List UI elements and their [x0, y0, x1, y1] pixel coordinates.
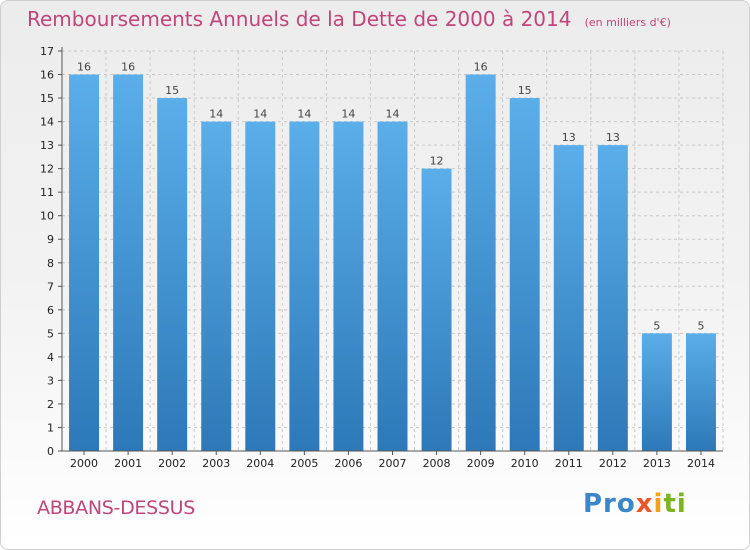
bar [113, 74, 144, 451]
y-tick-label: 2 [47, 398, 54, 411]
bar [289, 121, 320, 452]
bar-value-label: 14 [386, 108, 400, 121]
x-tick-label: 2009 [467, 457, 495, 470]
x-tick-label: 2007 [379, 457, 407, 470]
y-tick-label: 16 [40, 69, 54, 82]
bar-value-label: 14 [341, 108, 355, 121]
x-tick-label: 2006 [334, 457, 362, 470]
y-tick-label: 12 [40, 163, 54, 176]
y-tick-label: 9 [47, 233, 54, 246]
y-tick-label: 1 [47, 421, 54, 434]
proxiti-logo: Proxiti [583, 489, 687, 519]
bar-value-label: 13 [562, 131, 576, 144]
bar-value-label: 14 [297, 108, 311, 121]
x-tick-label: 2014 [687, 457, 715, 470]
x-tick-label: 2013 [643, 457, 671, 470]
bar [553, 145, 584, 451]
bar-value-label: 12 [430, 155, 444, 168]
bars: 16 16 15 14 14 14 14 14 12 16 15 13 13 5 5 [69, 61, 716, 452]
bar [465, 74, 496, 451]
bar [245, 121, 276, 452]
chart-unit-note: (en milliers d'€) [584, 16, 671, 29]
x-tick-label: 2003 [202, 457, 230, 470]
bar [641, 333, 672, 451]
bar-value-label: 16 [121, 61, 135, 74]
bar [597, 145, 628, 451]
bar [421, 168, 452, 451]
bar-value-label: 5 [697, 319, 704, 332]
bar [69, 74, 100, 451]
bar [377, 121, 408, 452]
y-tick-label: 3 [47, 374, 54, 387]
x-tick-label: 2002 [158, 457, 186, 470]
chart-title-text: Remboursements Annuels de la Dette de 20… [27, 7, 572, 31]
x-tick-label: 2011 [555, 457, 583, 470]
y-tick-label: 10 [40, 210, 54, 223]
x-tick-label: 2008 [423, 457, 451, 470]
y-tick-label: 15 [40, 92, 54, 105]
y-tick-label: 14 [40, 116, 54, 129]
bar [509, 98, 540, 451]
location-name: ABBANS-DESSUS [37, 497, 196, 519]
bar [157, 98, 188, 451]
chart-title: Remboursements Annuels de la Dette de 20… [27, 7, 671, 31]
y-tick-label: 11 [40, 186, 54, 199]
x-tick-label: 2005 [290, 457, 318, 470]
x-tick-label: 2001 [114, 457, 142, 470]
bar [333, 121, 364, 452]
bar-value-label: 15 [518, 84, 532, 97]
y-tick-label: 6 [47, 304, 54, 317]
x-tick-label: 2004 [246, 457, 274, 470]
bar-value-label: 16 [77, 61, 91, 74]
y-tick-label: 7 [47, 280, 54, 293]
bar [201, 121, 232, 452]
y-tick-label: 17 [40, 45, 54, 58]
y-tick-label: 8 [47, 257, 54, 270]
x-tick-label: 2010 [511, 457, 539, 470]
y-tick-label: 5 [47, 327, 54, 340]
bar-value-label: 14 [253, 108, 267, 121]
bar-value-label: 5 [653, 319, 660, 332]
bar [685, 333, 716, 451]
bar-value-label: 15 [165, 84, 179, 97]
y-tick-label: 0 [47, 445, 54, 458]
bar-value-label: 16 [474, 61, 488, 74]
x-tick-label: 2012 [599, 457, 627, 470]
x-tick-label: 2000 [70, 457, 98, 470]
bar-value-label: 14 [209, 108, 223, 121]
y-tick-label: 4 [47, 351, 54, 364]
y-tick-label: 13 [40, 139, 54, 152]
bar-value-label: 13 [606, 131, 620, 144]
